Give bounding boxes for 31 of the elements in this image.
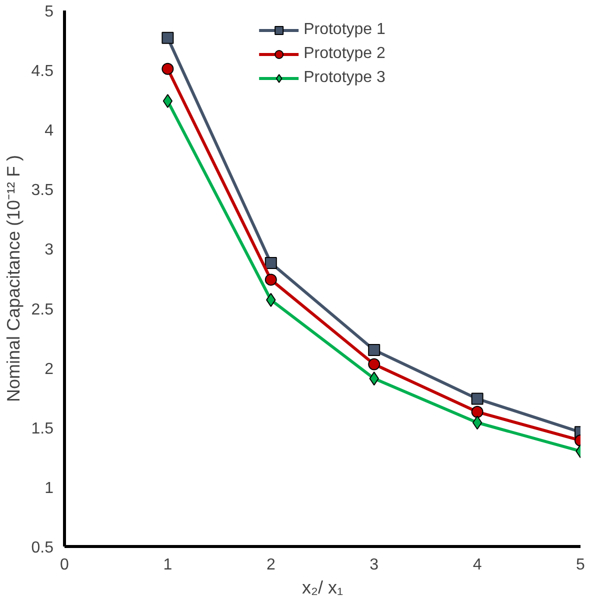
y-tick-label: 4.5: [31, 63, 54, 80]
point: [264, 274, 277, 286]
x-tick-label: 3: [370, 556, 379, 574]
point: [264, 257, 277, 270]
point: [368, 358, 380, 370]
legend-label: Prototype 3: [304, 69, 386, 87]
y-tick-label: 0.5: [31, 540, 54, 556]
legend-label: Prototype 2: [304, 45, 386, 63]
point: [368, 344, 380, 356]
legend-label: Prototype 1: [304, 21, 386, 39]
x-axis-title: x₂/ x₁: [302, 578, 344, 598]
y-tick-label: 2: [44, 360, 54, 378]
point: [471, 406, 484, 418]
point: [162, 62, 174, 75]
x-tick-label: 0: [60, 556, 70, 574]
x-tick-label: 4: [472, 556, 482, 574]
point: [162, 94, 173, 108]
x-tick-label: 5: [576, 556, 586, 574]
y-tick-label: 4: [44, 122, 54, 140]
x-tick-label: 2: [266, 556, 276, 574]
y-tick-label: 5: [44, 4, 54, 20]
y-tick-label: 2.5: [31, 301, 54, 318]
point: [472, 416, 482, 430]
x-tick-label: 1: [163, 556, 172, 574]
y-tick-label: 3: [44, 242, 54, 259]
y-tick-label: 1.5: [31, 420, 54, 438]
y-tick-label: 1: [44, 480, 54, 497]
y-tick-label: 3.5: [31, 182, 54, 200]
point: [471, 392, 484, 405]
point: [162, 32, 174, 44]
y-axis-title: Nominal Capacitance (10⁻¹² F ): [3, 154, 24, 402]
